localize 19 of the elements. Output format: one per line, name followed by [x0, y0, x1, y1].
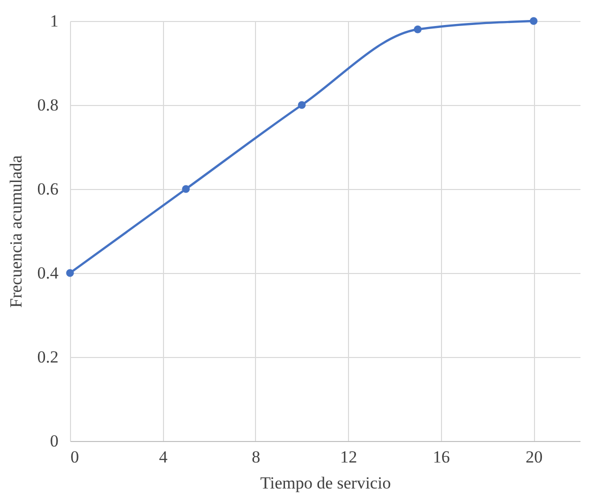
- y-axis-title: Frecuencia acumulada: [6, 154, 26, 308]
- point: [530, 17, 538, 25]
- point: [66, 269, 74, 277]
- x-axis-title: Tiempo de servicio: [260, 474, 391, 492]
- x-tick-label: 4: [158, 448, 168, 466]
- x-tick-label: 8: [252, 448, 260, 466]
- y-tick-label: 0.2: [37, 348, 58, 366]
- y-tick-label: 1: [50, 12, 58, 30]
- x-tick-label: 20: [526, 448, 543, 466]
- point: [414, 26, 422, 34]
- y-tick-label: 0.4: [37, 264, 59, 282]
- y-tick-label: 0: [50, 432, 58, 450]
- point: [182, 185, 190, 193]
- x-tick-label: 16: [432, 448, 450, 466]
- y-tick-label: 0.6: [37, 180, 58, 198]
- x-tick-label: 12: [340, 448, 358, 466]
- point: [298, 101, 306, 109]
- x-tick-label: 0: [70, 448, 79, 466]
- y-tick-label: 0.8: [37, 96, 58, 114]
